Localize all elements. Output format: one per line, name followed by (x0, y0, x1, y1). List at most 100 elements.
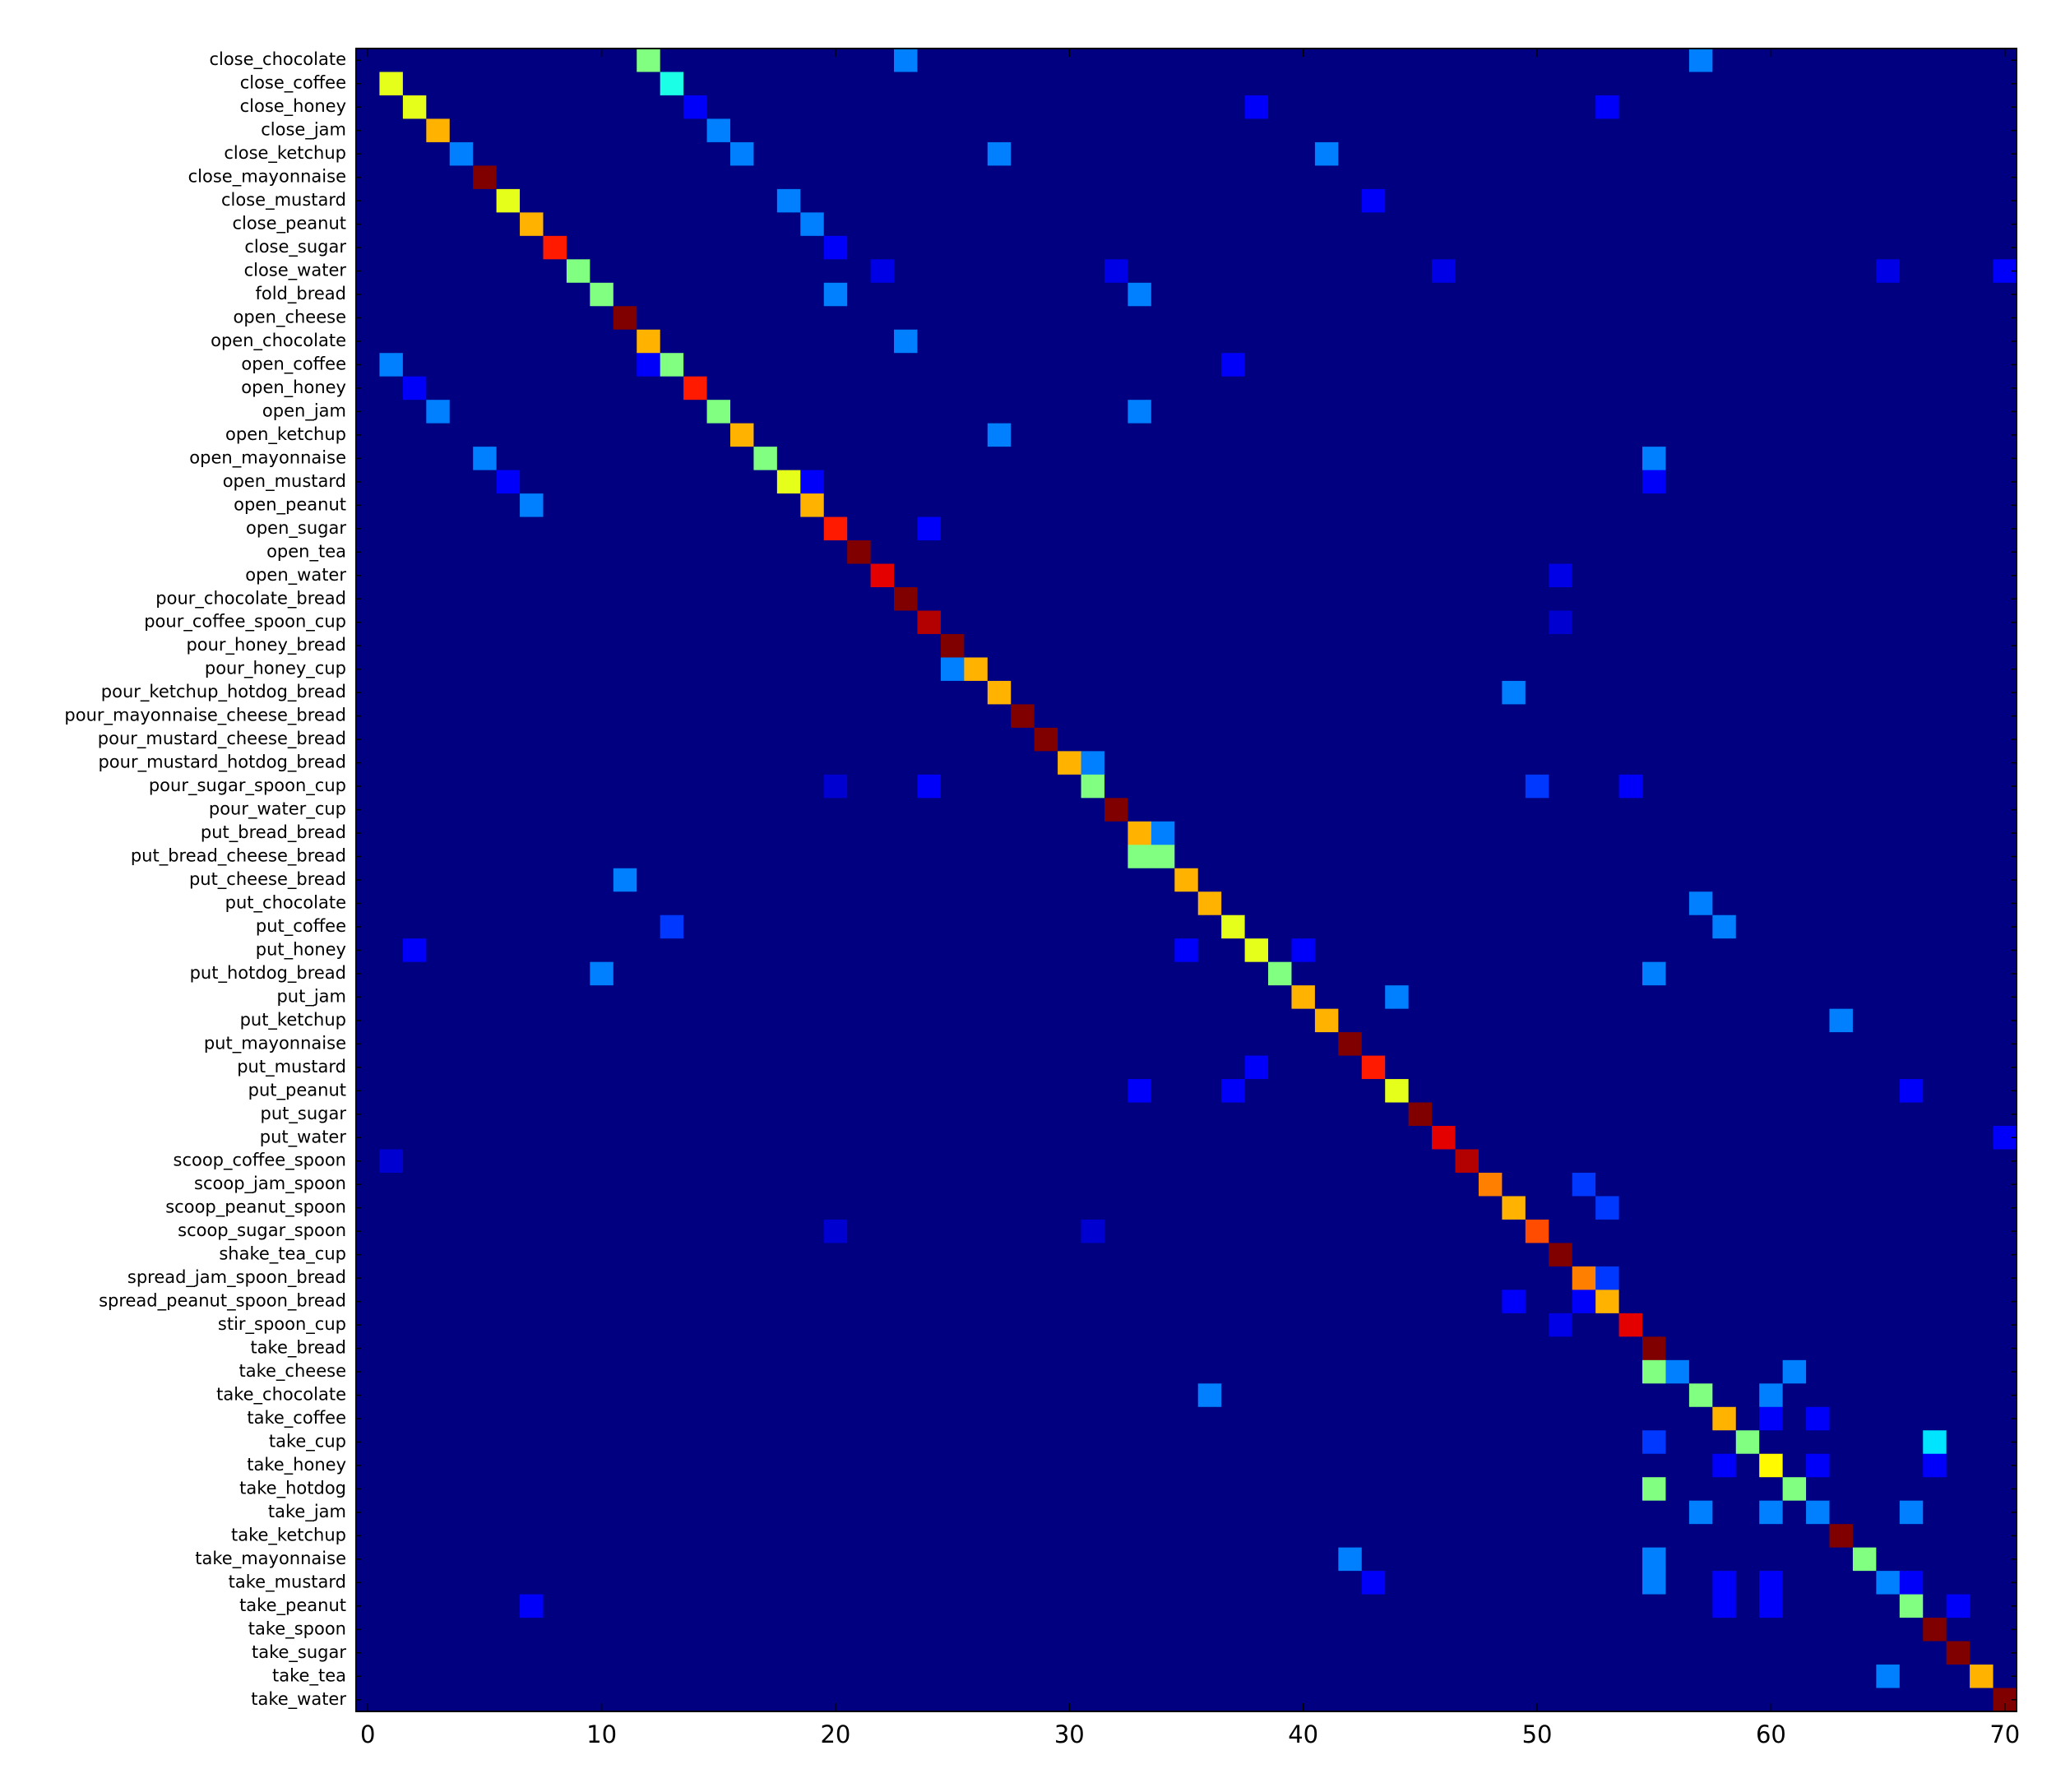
cell (940, 798, 965, 822)
cell (917, 1290, 942, 1314)
cell (1361, 1383, 1386, 1408)
cell (964, 727, 989, 752)
cell (1244, 493, 1269, 517)
cell (613, 1547, 637, 1572)
cell (1268, 376, 1292, 401)
cell (1338, 1430, 1363, 1455)
cell (520, 423, 544, 447)
cell (1151, 1266, 1175, 1290)
cell (543, 985, 567, 1010)
cell (1221, 259, 1245, 284)
cell (496, 235, 521, 260)
cell (729, 938, 754, 963)
cell (1174, 72, 1199, 96)
cell (1432, 1594, 1456, 1618)
cell (917, 633, 942, 658)
cell (823, 1032, 848, 1056)
cell (637, 165, 661, 190)
cell (1478, 1336, 1503, 1361)
cell (1970, 95, 1993, 119)
cell (1759, 1571, 1784, 1595)
cell (940, 1383, 965, 1408)
cell (543, 1266, 567, 1290)
cell (800, 1547, 825, 1572)
cell (1338, 1594, 1363, 1618)
cell (1923, 1290, 1947, 1314)
cell (449, 329, 474, 354)
cell (1595, 1618, 1619, 1642)
cell (543, 188, 567, 213)
cell (449, 540, 474, 564)
cell (1291, 1477, 1316, 1502)
cell (1665, 961, 1690, 986)
cell (1291, 165, 1316, 190)
cell (1478, 798, 1503, 822)
cell (1011, 587, 1035, 611)
cell (1432, 353, 1456, 377)
cell (894, 516, 918, 541)
cell (1455, 1430, 1479, 1455)
cell (1291, 751, 1316, 776)
cell (776, 1641, 801, 1665)
cell (823, 610, 848, 635)
cell (870, 282, 895, 307)
cell (1081, 540, 1105, 564)
cell (1034, 751, 1058, 776)
cell (1876, 1313, 1901, 1337)
cell (1852, 1266, 1877, 1290)
cell (823, 1665, 848, 1688)
cell (1385, 868, 1410, 892)
cell (964, 72, 989, 96)
cell (1899, 1290, 1924, 1314)
cell (1081, 1126, 1105, 1150)
cell (1899, 1430, 1924, 1455)
cell (1899, 1266, 1924, 1290)
cell (566, 868, 590, 892)
cell (776, 376, 801, 401)
cell (1455, 212, 1479, 237)
cell (800, 821, 825, 845)
cell (1946, 1079, 1970, 1103)
cell (1455, 1524, 1479, 1549)
cell (1338, 961, 1363, 986)
cell (1478, 1618, 1503, 1642)
cell (1595, 821, 1619, 845)
cell (1595, 49, 1619, 72)
cell (1525, 1079, 1549, 1103)
cell (1408, 1196, 1433, 1220)
cell (1314, 1079, 1339, 1103)
heatmap-cells (356, 49, 2017, 1712)
cell (1946, 212, 1970, 237)
cell (729, 1266, 754, 1290)
cell (449, 1008, 474, 1033)
cell (1455, 1290, 1479, 1314)
cell (1151, 1290, 1175, 1314)
cell (1034, 95, 1058, 119)
cell (1782, 1196, 1807, 1220)
cell (1104, 751, 1128, 776)
cell (1923, 447, 1947, 471)
cell (1806, 1406, 1830, 1431)
cell (1128, 610, 1152, 635)
cell (1735, 1243, 1760, 1267)
cell (1852, 891, 1877, 916)
cell (1946, 1594, 1970, 1618)
cell (520, 1243, 544, 1267)
cell (1478, 259, 1503, 284)
cell (870, 1500, 895, 1525)
cell (1385, 704, 1410, 729)
cell (402, 259, 427, 284)
cell (1665, 610, 1690, 635)
cell (1338, 49, 1363, 72)
cell (426, 1032, 451, 1056)
cell (496, 212, 521, 237)
cell (1455, 165, 1479, 190)
cell (543, 470, 567, 494)
cell (1688, 1008, 1713, 1033)
cell (1034, 1243, 1058, 1267)
cell (1174, 118, 1199, 143)
cell (1478, 72, 1503, 96)
cell (776, 938, 801, 963)
cell (987, 1149, 1012, 1174)
cell (1361, 1149, 1386, 1174)
